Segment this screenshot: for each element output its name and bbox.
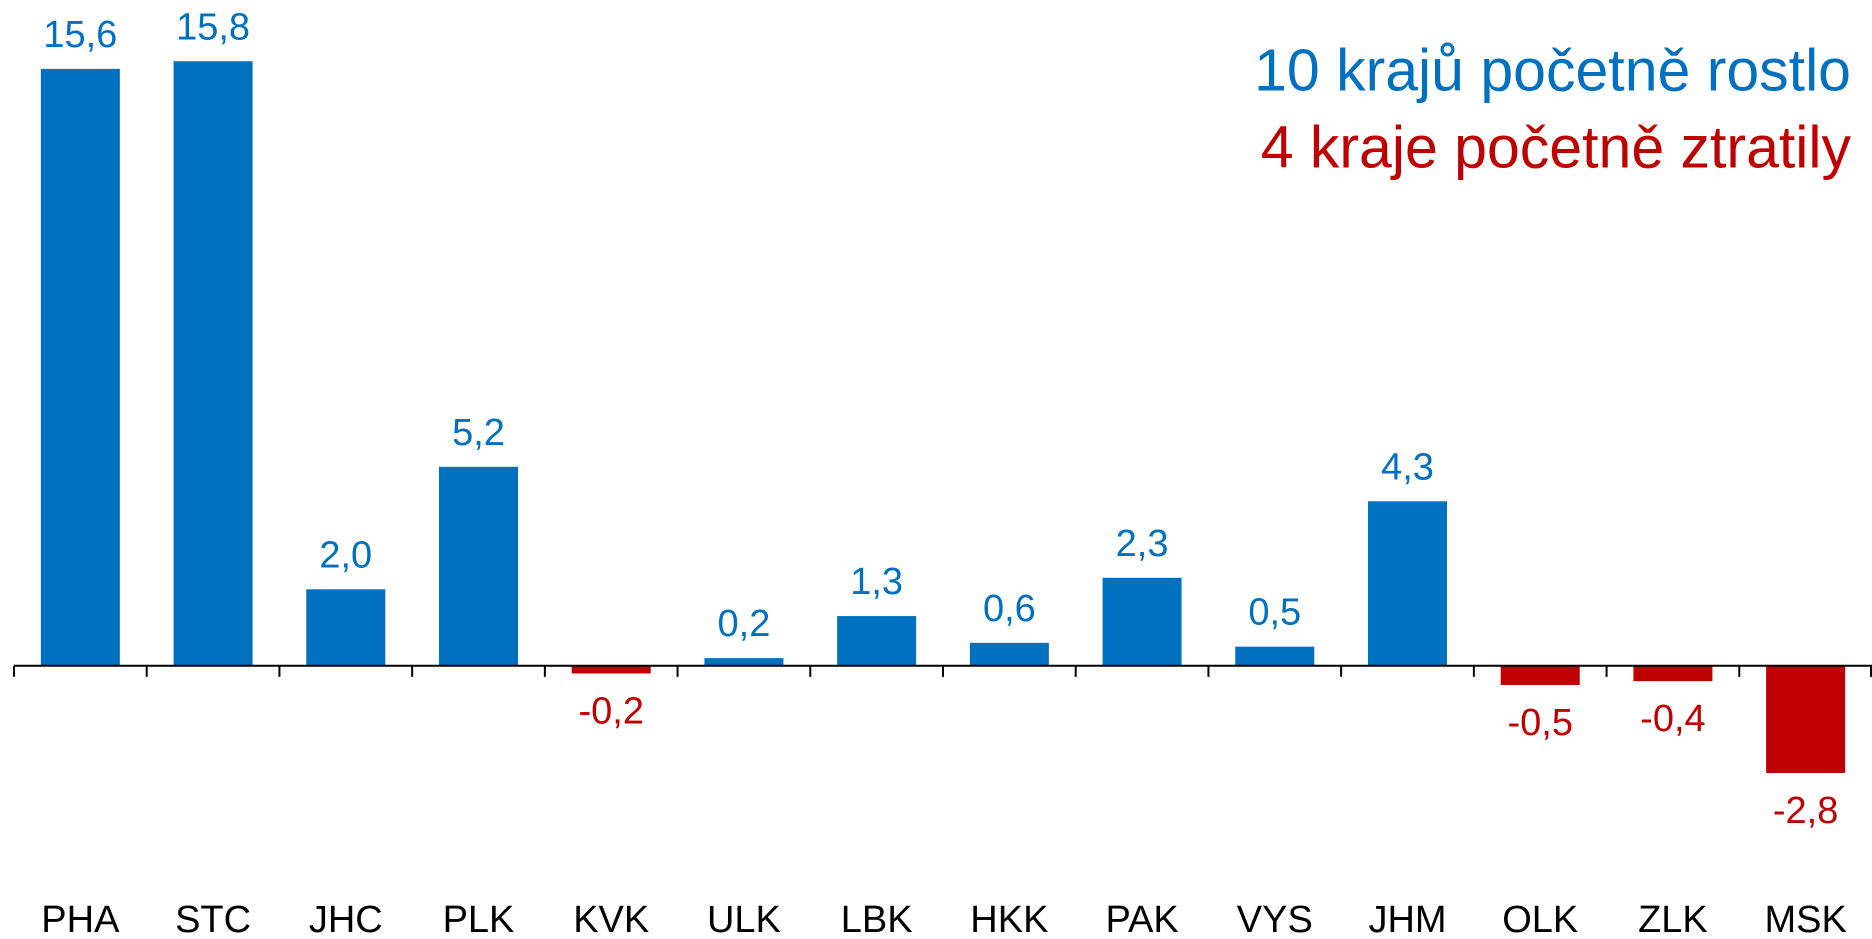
x-tick-label: HKK [970, 899, 1048, 939]
x-tick-label: PLK [443, 899, 515, 939]
value-label: 1,3 [850, 561, 903, 603]
bar [439, 466, 518, 666]
bar [1235, 646, 1315, 666]
value-label: 15,8 [176, 6, 250, 48]
value-label: 2,0 [319, 534, 372, 576]
x-tick-label: MSK [1764, 899, 1846, 939]
value-label: -0,5 [1507, 702, 1572, 744]
value-label: 0,2 [718, 603, 771, 645]
x-tick-label: LBK [841, 899, 913, 939]
x-tick-label: ZLK [1638, 899, 1708, 939]
bar [704, 658, 784, 666]
x-tick-label: PHA [41, 899, 120, 939]
x-tick-label: JHM [1368, 899, 1446, 939]
value-label: -2,8 [1773, 790, 1838, 832]
x-tick-label: KVK [573, 899, 649, 939]
bar [306, 589, 386, 666]
annotation: 10 krajů početně rostlo [1254, 38, 1851, 104]
x-tick-label: OLK [1502, 899, 1578, 939]
bar [969, 642, 1049, 666]
bar [173, 61, 253, 666]
x-tick-label: VYS [1237, 899, 1313, 939]
x-tick-label: PAK [1105, 899, 1178, 939]
bar [837, 616, 917, 666]
value-label: -0,4 [1640, 698, 1705, 740]
value-label: 4,3 [1381, 446, 1434, 488]
bar [40, 68, 120, 666]
bar [1633, 665, 1713, 682]
x-tick-label: ULK [707, 899, 781, 939]
bar [1500, 665, 1580, 685]
value-label: 0,6 [983, 588, 1036, 630]
value-label: -0,2 [578, 690, 643, 732]
value-label: 5,2 [452, 412, 505, 454]
value-label: 15,6 [43, 14, 117, 56]
bar [1102, 577, 1182, 666]
x-tick-label: JHC [309, 899, 383, 939]
annotation: 4 kraje početně ztratily [1261, 115, 1852, 181]
value-label: 2,3 [1116, 523, 1169, 565]
bar [571, 665, 651, 674]
bar [1368, 501, 1447, 666]
x-tick-label: STC [175, 899, 251, 939]
bar [1766, 665, 1846, 773]
value-label: 0,5 [1248, 592, 1301, 634]
